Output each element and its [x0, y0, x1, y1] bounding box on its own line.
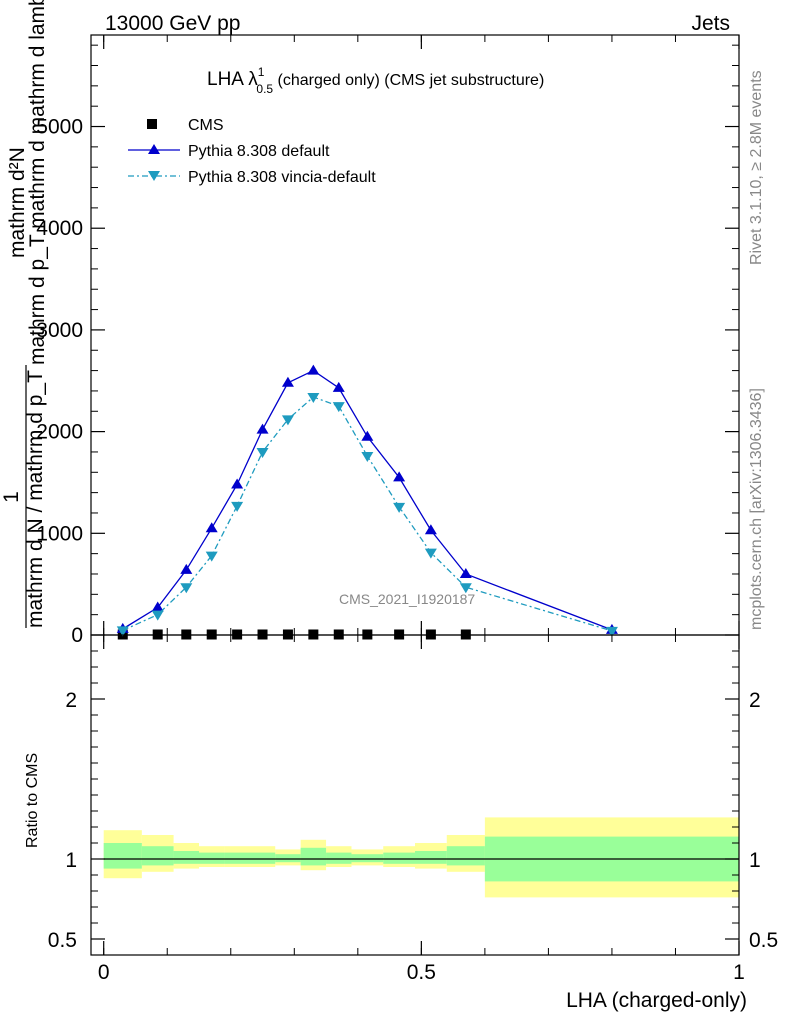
main-title: LHA λ1 0.5 (charged only) (CMS jet substr… — [207, 65, 544, 96]
main-y-tick-label: 3000 — [36, 319, 83, 342]
pythia-vincia-point — [281, 415, 294, 426]
y-label-prefix-den: mathrm d N / mathrm d p_T — [24, 370, 47, 628]
pythia-vincia-point — [116, 626, 129, 637]
pythia-default-point — [256, 423, 269, 434]
pythia-default-point — [307, 364, 320, 375]
main-ticks: 0 1000 2000 3000 4000 5000 — [36, 35, 740, 647]
ratio-y-label: Ratio to CMS — [24, 753, 41, 848]
x-axis-label: LHA (charged-only) — [566, 989, 747, 1012]
pythia-vincia-point — [424, 548, 437, 559]
pythia-default-point — [205, 522, 218, 533]
header-left: 13000 GeV pp — [105, 12, 240, 35]
ratio-band-inner — [351, 854, 384, 863]
pythia-vincia-point — [151, 610, 164, 621]
legend-vincia-label: Pythia 8.308 vincia-default — [188, 169, 376, 186]
pythia-vincia-point — [605, 626, 618, 637]
y-label-denominator: mathrm d p_T mathrm d mathrm d lambda — [26, 0, 49, 365]
pythia-vincia-point — [205, 551, 218, 562]
ratio-ticks: 0.5 0.51 12 20 0.5 1 — [48, 635, 778, 984]
ratio-band-inner — [141, 846, 174, 866]
header-right: Jets — [691, 12, 730, 35]
ratio-band-inner — [224, 852, 276, 864]
ratio-band-inner — [103, 843, 142, 869]
pythia-vincia-point — [231, 501, 244, 512]
pythia-vincia-point — [307, 393, 320, 404]
mcplots-label: mcplots.cern.ch [arXiv:1306.3436] — [748, 388, 765, 630]
main-y-tick-label: 5000 — [36, 116, 83, 139]
pythia-default-point — [393, 471, 406, 482]
ratio-panel: 0.5 0.51 12 20 0.5 1 Ratio to CMS LHA (charge… — [24, 634, 778, 1012]
title-rest: (charged only) (CMS jet substructure) — [273, 72, 544, 89]
legend-default-marker — [148, 144, 160, 154]
legend-cms-label: CMS — [188, 117, 224, 134]
pythia-default-point — [180, 563, 193, 574]
ratio-y-tick-label: 1 — [65, 849, 77, 872]
main-y-tick-label: 1000 — [36, 522, 83, 545]
ratio-band-inner — [326, 852, 352, 864]
ratio-band-inner — [383, 852, 415, 864]
pythia-vincia-point — [393, 502, 406, 513]
legend-cms-marker — [147, 119, 157, 129]
x-tick-label: 1 — [733, 961, 745, 984]
pythia-vincia-point — [332, 402, 345, 413]
title-sub: 0.5 — [256, 82, 273, 96]
pythia-default-point — [281, 376, 294, 387]
x-tick-label: 0.5 — [407, 961, 436, 984]
pythia-default-point — [424, 524, 437, 535]
pythia-vincia-point — [361, 452, 374, 463]
title-main: LHA λ — [207, 69, 258, 90]
ratio-y-tick-label-right: 0.5 — [749, 929, 778, 952]
pythia-default-line — [122, 369, 613, 631]
y-label-numerator: mathrm d²N — [6, 147, 29, 258]
analysis-watermark: CMS_2021_I1920187 — [339, 591, 475, 607]
legend-vincia-marker — [148, 171, 160, 181]
y-label-prefix: 1 — [0, 491, 23, 503]
pythia-vincia-point — [180, 583, 193, 594]
x-tick-label: 0 — [98, 961, 110, 984]
pythia-default-point — [151, 601, 164, 612]
ratio-band-inner — [173, 851, 199, 864]
main-y-label: 1 mathrm d N / mathrm d p_T mathrm d²N m… — [0, 0, 49, 628]
main-y-tick-label: 2000 — [36, 421, 83, 444]
pythia-vincia-line — [122, 396, 613, 632]
main-y-tick-label: 0 — [71, 624, 83, 647]
ratio-band-inner — [275, 854, 301, 863]
ratio-y-tick-label-right: 2 — [749, 689, 761, 712]
legend-default-label: Pythia 8.308 default — [188, 143, 330, 160]
ratio-band-inner — [199, 852, 225, 864]
pythia-vincia-point — [459, 583, 472, 594]
ratio-band-inner — [446, 846, 485, 866]
ratio-y-tick-label-right: 1 — [749, 849, 761, 872]
legend: CMS Pythia 8.308 default Pythia 8.308 vi… — [128, 117, 376, 186]
pythia-default-point — [361, 430, 374, 441]
ratio-y-tick-label: 2 — [65, 689, 77, 712]
ratio-band-inner — [415, 851, 447, 864]
pythia-default-point — [332, 381, 345, 392]
rivet-label: Rivet 3.1.10, ≥ 2.8M events — [748, 70, 765, 265]
ratio-y-tick-label: 0.5 — [48, 929, 77, 952]
title-sup: 1 — [258, 65, 265, 79]
ratio-bands — [103, 817, 739, 898]
ratio-frame — [90, 634, 740, 956]
ratio-band-inner — [300, 847, 327, 866]
pythia-vincia-point — [256, 447, 269, 458]
main-y-tick-label: 4000 — [36, 217, 83, 240]
pythia-default-point — [459, 567, 472, 578]
pythia-default-point — [231, 478, 244, 489]
